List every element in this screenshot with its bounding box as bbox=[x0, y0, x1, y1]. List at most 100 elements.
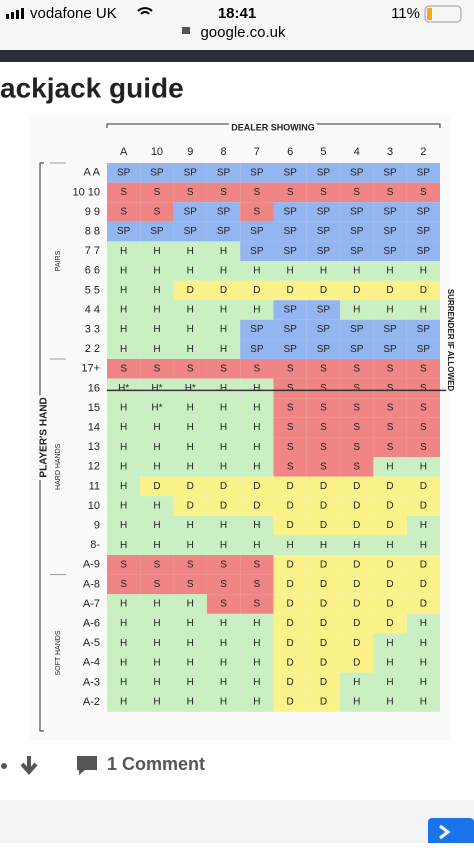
cell bbox=[373, 202, 407, 222]
cell bbox=[173, 672, 207, 693]
cell-action: S bbox=[120, 363, 127, 374]
cell-action: SP bbox=[317, 207, 331, 218]
cell bbox=[173, 496, 207, 516]
cell bbox=[273, 594, 307, 614]
cell-action: S bbox=[387, 187, 394, 198]
cell-action: H bbox=[220, 265, 227, 276]
down-arrow[interactable] bbox=[20, 756, 38, 776]
cell-action: SP bbox=[317, 246, 331, 257]
cell bbox=[406, 202, 440, 222]
cell-action: H bbox=[153, 657, 160, 668]
cell-action: H bbox=[120, 305, 127, 316]
cell-action: H bbox=[420, 697, 427, 708]
cell bbox=[406, 457, 440, 477]
cell-action: SP bbox=[350, 324, 364, 335]
cell-action: D bbox=[320, 638, 327, 649]
cell bbox=[306, 535, 341, 555]
cell bbox=[173, 555, 207, 575]
cell-action: S bbox=[187, 363, 194, 374]
cell bbox=[140, 378, 174, 399]
battery-level: 11% bbox=[391, 5, 420, 22]
comment-icon[interactable] bbox=[77, 756, 97, 775]
cell-action: S bbox=[320, 187, 327, 198]
cell-action: H bbox=[420, 520, 427, 531]
cell bbox=[373, 496, 407, 516]
column-header: 7 bbox=[254, 146, 260, 158]
cell bbox=[273, 280, 307, 301]
cell bbox=[373, 319, 407, 340]
cell-action: S bbox=[320, 422, 327, 433]
cell-action: H bbox=[320, 540, 327, 551]
cell-action: D bbox=[187, 285, 194, 296]
cell bbox=[373, 182, 407, 203]
cell-action: H bbox=[153, 599, 160, 610]
cell bbox=[340, 692, 374, 712]
cell-action: H bbox=[187, 324, 194, 335]
cell-action: S bbox=[353, 383, 360, 394]
cell bbox=[273, 359, 307, 379]
cell-action: D bbox=[287, 520, 294, 531]
row-label: 4 4 bbox=[85, 304, 100, 316]
cell bbox=[273, 692, 307, 712]
cell-action: D bbox=[287, 481, 294, 492]
cell-action: H bbox=[187, 657, 194, 668]
action-button[interactable] bbox=[428, 818, 474, 848]
cell bbox=[206, 163, 241, 183]
cell-action: H bbox=[187, 677, 194, 688]
header-bracket bbox=[106, 123, 441, 128]
cell bbox=[206, 535, 241, 555]
cell-action: S bbox=[387, 403, 394, 414]
cell bbox=[406, 594, 440, 614]
cell-action: D bbox=[353, 481, 360, 492]
cell bbox=[240, 457, 274, 477]
cell-action: H bbox=[153, 324, 160, 335]
cell-action: S bbox=[254, 207, 261, 218]
lock-icon bbox=[182, 27, 190, 34]
row-label: 6 6 bbox=[85, 265, 100, 277]
row-label: 8- bbox=[90, 539, 100, 551]
cell bbox=[273, 261, 307, 281]
cell-action: SP bbox=[317, 305, 331, 316]
cell-action: D bbox=[386, 285, 393, 296]
cell-action: H bbox=[420, 618, 427, 629]
cell-action: S bbox=[320, 403, 327, 414]
cell-action: S bbox=[353, 442, 360, 453]
row-label: 12 bbox=[88, 461, 100, 473]
cell-action: SP bbox=[350, 167, 364, 178]
cell bbox=[340, 300, 374, 320]
cell bbox=[140, 163, 174, 183]
cell-action: D bbox=[287, 677, 294, 688]
cell bbox=[173, 417, 207, 438]
row-label: A-2 bbox=[83, 696, 100, 708]
cell bbox=[373, 339, 407, 359]
cell bbox=[306, 319, 341, 340]
cell bbox=[373, 515, 407, 536]
row-label: 7 7 bbox=[85, 245, 100, 257]
cell bbox=[406, 555, 440, 575]
cell-action: SP bbox=[117, 167, 131, 178]
cell-action: D bbox=[420, 599, 427, 610]
cell bbox=[406, 319, 440, 340]
cell bbox=[240, 417, 274, 438]
cell bbox=[240, 613, 274, 634]
cell-action: H bbox=[220, 677, 227, 688]
url[interactable]: google.co.uk bbox=[200, 24, 286, 41]
cell bbox=[107, 692, 141, 712]
cell bbox=[340, 417, 374, 438]
cell-action: D bbox=[287, 559, 294, 570]
cell bbox=[173, 653, 207, 673]
cell-action: H bbox=[420, 540, 427, 551]
cell-action: SP bbox=[417, 246, 431, 257]
cell-action: H bbox=[153, 697, 160, 708]
comment-count[interactable]: 1 Comment bbox=[107, 754, 205, 774]
column-header: 2 bbox=[420, 146, 426, 158]
cell-action: H bbox=[253, 442, 260, 453]
cell-action: H bbox=[353, 540, 360, 551]
cell-action: H bbox=[187, 599, 194, 610]
cell-action: H bbox=[287, 540, 294, 551]
cell bbox=[406, 241, 440, 261]
cell bbox=[273, 476, 307, 497]
cell-action: D bbox=[386, 618, 393, 629]
cell bbox=[373, 692, 407, 712]
